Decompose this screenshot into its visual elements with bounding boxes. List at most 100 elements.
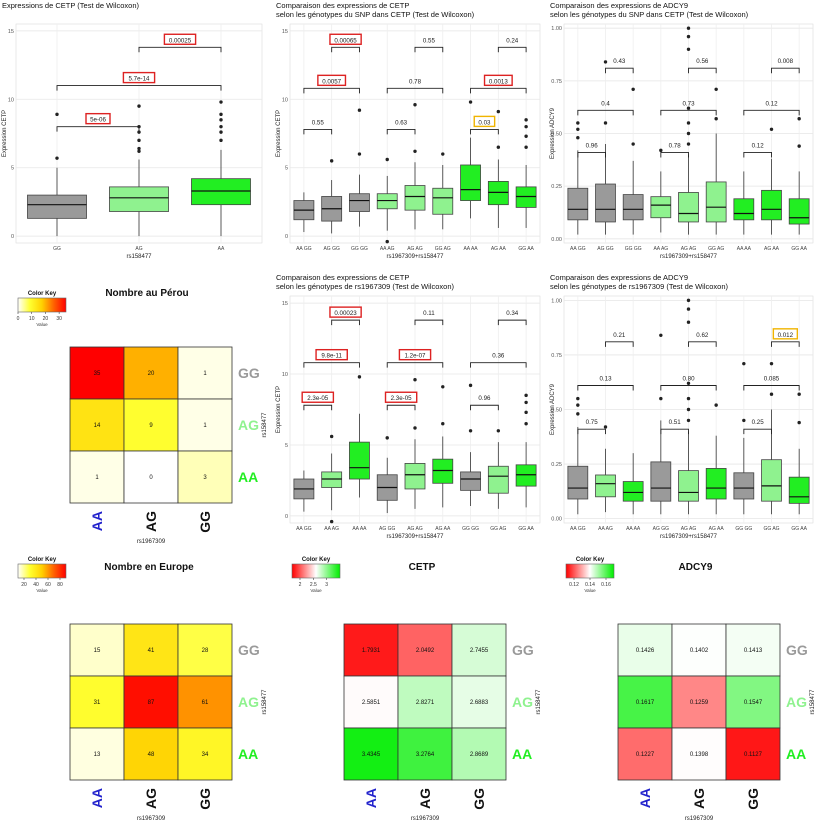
significance-bracket [470, 362, 527, 368]
significance-bracket [743, 152, 772, 158]
significance-bracket [743, 385, 800, 391]
outlier-point [385, 157, 389, 162]
cell-value: 2.0492 [416, 648, 435, 654]
cell-value: 0.1227 [636, 752, 655, 758]
heatmap-cell [177, 450, 233, 504]
outlier-point [55, 112, 59, 117]
cell-value: 0.1127 [744, 752, 763, 758]
x-tick-label: GG AA [518, 526, 534, 532]
color-key-tick-label: 0.14 [585, 582, 595, 588]
heatmap-cell [69, 727, 125, 781]
outlier-point [631, 87, 635, 91]
y-tick-label: 0.25 [551, 462, 562, 468]
x-tick-label: GG AA [791, 526, 807, 532]
x-axis-label: rs158477 [126, 254, 152, 260]
outlier-point [357, 375, 362, 379]
box-gg-ag [761, 459, 782, 502]
box-gg-aa [515, 186, 537, 208]
color-key-bar [17, 563, 67, 579]
x-tick-label: AA AA [463, 246, 478, 252]
y-tick-label: 0 [285, 234, 288, 240]
color-key-tick-label: 20 [43, 316, 49, 322]
cell-value: 31 [94, 700, 101, 706]
box-ag-aa [761, 189, 782, 221]
x-axis-label: rs1967309+rs158477 [387, 534, 445, 540]
significance-bracket [138, 46, 222, 53]
outlier-point [576, 127, 580, 131]
significance-bracket [660, 152, 689, 158]
outlier-point [55, 156, 59, 160]
p-value-label: 0.62 [696, 332, 709, 339]
outlier-point [329, 434, 334, 439]
x-tick-label: GG GG [625, 246, 642, 252]
x-tick-label: GG AG [708, 246, 724, 252]
box-gg-gg [460, 471, 481, 491]
heatmap-cell [617, 675, 673, 729]
col-label-ag: AG [143, 511, 159, 532]
p-value-highlight [85, 112, 111, 125]
heatmap-cell [343, 623, 399, 677]
heatmap-cell [123, 346, 179, 400]
color-key-tick-label: 10 [29, 316, 35, 322]
x-tick-label: GG AA [518, 246, 534, 252]
significance-bracket [414, 319, 444, 326]
box5: Comparaison des expressions de ADCY9selo… [550, 273, 814, 540]
heatmap-cell [123, 623, 179, 677]
box-ag-aa [705, 468, 727, 500]
cell-value: 0.1547 [744, 700, 763, 706]
col-label-gg: GG [471, 788, 487, 810]
box-gg-ag [487, 465, 509, 494]
box-gg-gg [349, 193, 370, 212]
color-key-tick-label: 3 [325, 582, 328, 588]
x-tick-label: AG GG [653, 526, 670, 532]
p-value-highlight [398, 348, 432, 361]
chart-subtitle: selon les génotypes de rs1967309 (Test d… [550, 282, 729, 291]
box-aa-gg [567, 465, 589, 500]
col-label-aa: AA [363, 788, 379, 808]
p-value-label: 0.00025 [169, 37, 192, 44]
cell-value: 2.6883 [470, 700, 489, 706]
box-aa-ag [595, 474, 616, 498]
outlier-point [329, 519, 334, 524]
outlier-point [686, 396, 691, 401]
color-key-tick-label: 40 [33, 582, 39, 588]
box-ag-ag [404, 185, 426, 211]
box4: Comparaison des expressions de CETPselon… [276, 273, 541, 540]
color-key-tick-label: 20 [21, 582, 27, 588]
cell-value: 2.8689 [470, 752, 489, 758]
x-tick-label: AG AG [407, 526, 423, 532]
cell-value: 41 [148, 648, 155, 654]
outlier-point [137, 130, 141, 134]
y-tick-label: 0 [285, 514, 288, 520]
p-value-label: 0.25 [752, 419, 765, 426]
p-value-label: 0.21 [613, 332, 626, 339]
significance-bracket [56, 126, 140, 132]
significance-bracket [303, 362, 360, 368]
cell-value: 1 [203, 371, 207, 377]
outlier-point [714, 117, 718, 121]
y-tick-label: 1.00 [551, 26, 562, 32]
significance-bracket [605, 67, 634, 74]
x-tick-label: AA GG [570, 246, 586, 252]
significance-bracket [470, 87, 527, 94]
significance-bracket [688, 341, 717, 347]
p-value-label: 0.0013 [489, 78, 508, 85]
y-tick-label: 5 [285, 443, 288, 449]
significance-bracket [303, 87, 360, 94]
heatmap-title: ADCY9 [679, 562, 713, 573]
p-value-label: 0.12 [765, 100, 778, 107]
outlier-point [137, 149, 141, 153]
outlier-point [413, 103, 417, 107]
outlier-point [219, 130, 223, 134]
y-tick-label: 10 [282, 97, 288, 103]
chart-title: Comparaison des expressions de CETP [276, 1, 409, 10]
row-label-gg: GG [238, 365, 260, 381]
color-key-bar [565, 563, 615, 579]
heatmap-title: Nombre au Pérou [105, 288, 188, 299]
outlier-point [797, 144, 801, 148]
outlier-point [603, 60, 608, 64]
col-axis-title: rs1967309 [685, 816, 714, 822]
p-value-label: 0.96 [586, 142, 599, 149]
box-aa-ag [321, 471, 343, 488]
